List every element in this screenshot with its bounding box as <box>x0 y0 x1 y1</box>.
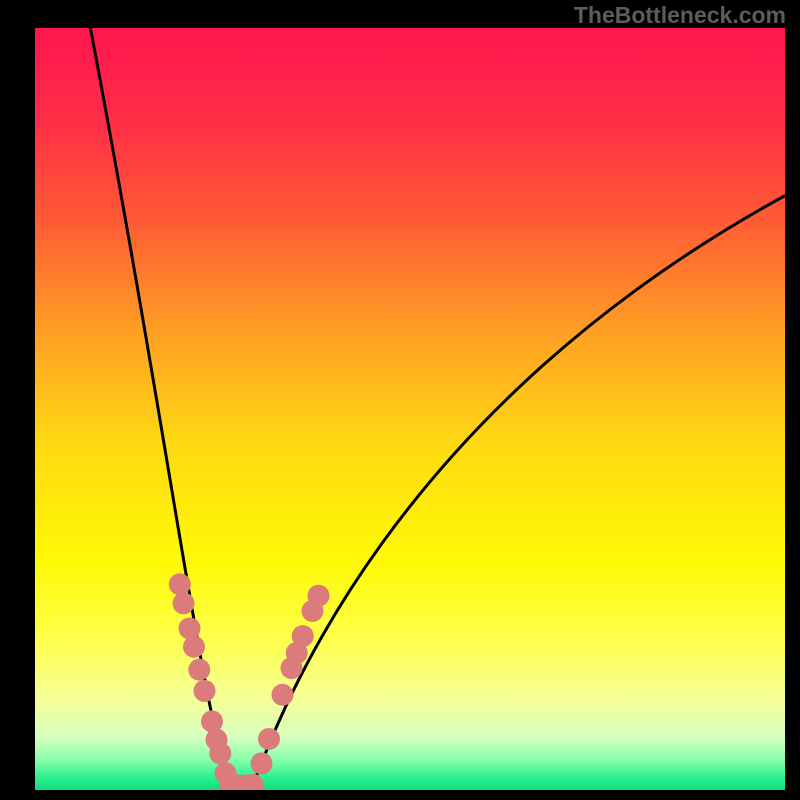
data-marker <box>292 625 314 647</box>
data-marker <box>188 659 210 681</box>
data-marker <box>201 710 223 732</box>
plot-area <box>35 28 785 790</box>
data-marker <box>173 592 195 614</box>
gradient-background <box>35 28 785 790</box>
data-marker <box>308 585 330 607</box>
watermark-text: TheBottleneck.com <box>574 2 786 29</box>
chart-svg <box>35 28 785 790</box>
data-marker <box>209 742 231 764</box>
chart-container: TheBottleneck.com <box>0 0 800 800</box>
data-marker <box>194 680 216 702</box>
data-marker <box>169 573 191 595</box>
data-marker <box>179 617 201 639</box>
data-marker <box>258 728 280 750</box>
data-marker <box>183 636 205 658</box>
data-marker <box>251 752 273 774</box>
data-marker <box>272 684 294 706</box>
